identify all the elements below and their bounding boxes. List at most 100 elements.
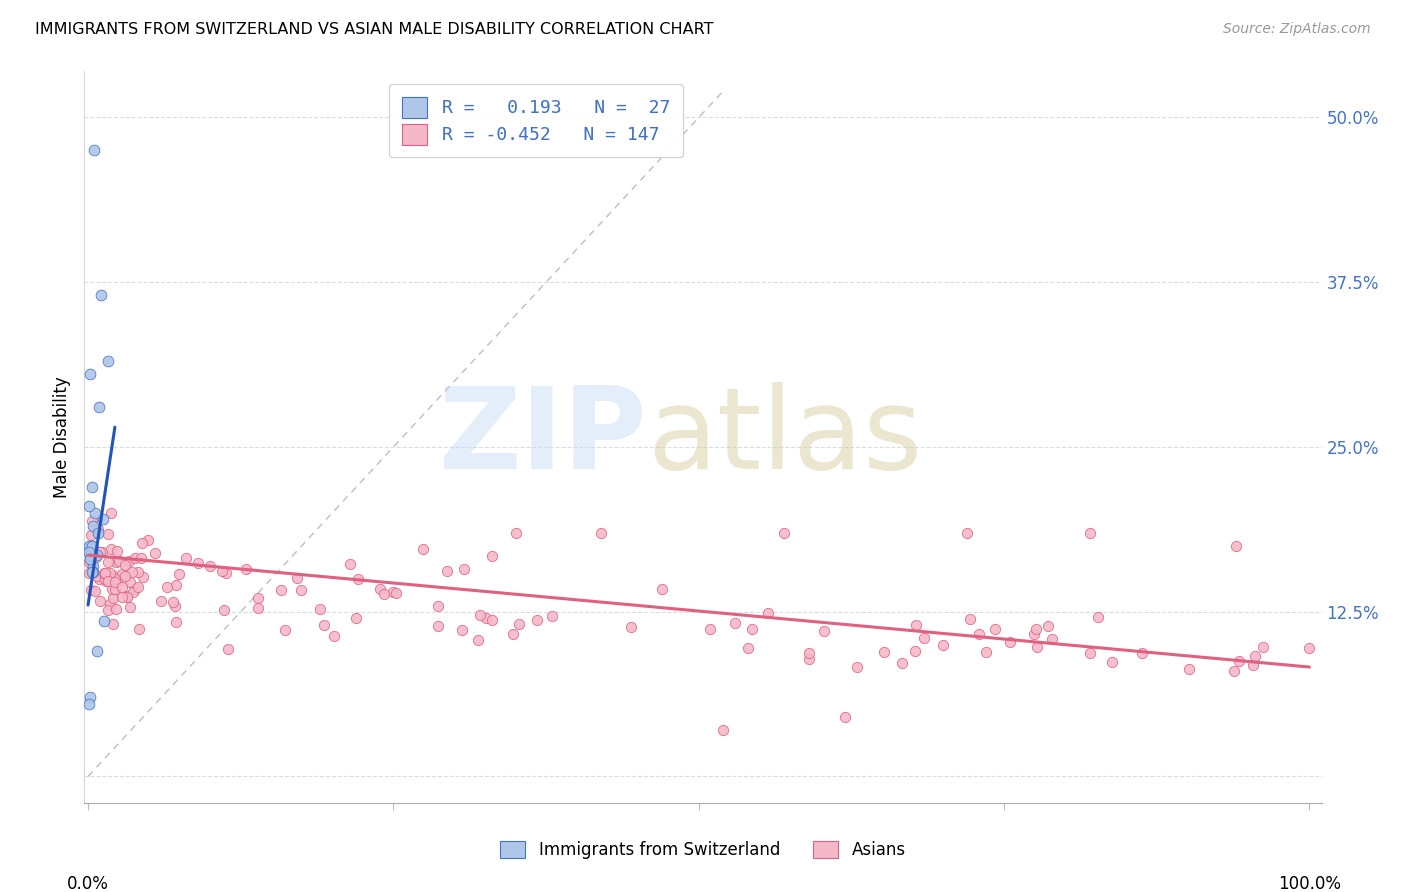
Point (174, 550, 197, 565)
Point (103, 617, 125, 632)
Point (77, 539, 100, 553)
Point (309, 602, 332, 616)
Point (427, 599, 450, 614)
Point (998, 635, 1021, 649)
Point (468, 608, 491, 623)
Point (79, 582, 101, 597)
Point (79, 552, 101, 566)
Point (904, 644, 927, 658)
Point (87, 525, 110, 540)
Point (1227, 654, 1250, 668)
Text: IMMIGRANTS FROM SWITZERLAND VS ASIAN MALE DISABILITY CORRELATION CHART: IMMIGRANTS FROM SWITZERLAND VS ASIAN MAL… (35, 22, 714, 37)
Point (131, 535, 153, 549)
Point (967, 627, 990, 641)
Point (87, 401, 110, 415)
Point (724, 616, 747, 631)
Point (526, 613, 548, 627)
Point (1025, 640, 1047, 655)
Point (150, 594, 173, 608)
Point (1132, 646, 1154, 660)
Point (834, 710, 856, 724)
Point (290, 582, 312, 597)
Point (79, 539, 101, 553)
Point (481, 613, 503, 627)
Text: ZIP: ZIP (439, 382, 647, 492)
Point (215, 566, 238, 580)
Point (1243, 648, 1265, 663)
Point (114, 558, 136, 572)
Point (1038, 619, 1060, 633)
Point (1243, 657, 1265, 672)
Point (105, 555, 128, 569)
Point (104, 573, 127, 587)
Point (82, 541, 104, 555)
Point (502, 627, 524, 641)
Point (741, 622, 763, 636)
Point (1078, 525, 1101, 540)
Point (211, 564, 233, 578)
Point (651, 582, 673, 596)
Point (699, 622, 721, 636)
Point (620, 620, 643, 634)
Point (127, 565, 149, 579)
Point (235, 562, 257, 576)
Point (117, 589, 139, 603)
Point (198, 559, 221, 574)
Point (1223, 664, 1246, 678)
Point (475, 611, 498, 625)
Point (91, 512, 114, 526)
Point (347, 572, 370, 586)
Point (89, 594, 111, 608)
Point (98, 597, 121, 611)
Point (101, 591, 124, 605)
Point (98, 566, 121, 580)
Point (813, 624, 835, 638)
Point (86, 569, 108, 583)
Point (83, 144, 105, 158)
Point (80, 528, 103, 542)
Point (1078, 646, 1101, 660)
Point (120, 600, 142, 615)
Point (285, 571, 308, 585)
Point (93, 566, 115, 580)
Point (80, 479, 103, 493)
Point (89, 544, 111, 558)
Legend: R =   0.193   N =  27, R = -0.452   N = 147: R = 0.193 N = 27, R = -0.452 N = 147 (389, 84, 683, 157)
Point (77, 555, 100, 569)
Point (89, 572, 111, 586)
Point (100, 506, 122, 520)
Point (104, 582, 127, 597)
Point (481, 549, 503, 563)
Point (93, 572, 115, 586)
Point (1225, 539, 1247, 553)
Point (167, 566, 190, 581)
Point (111, 580, 134, 594)
Point (246, 601, 269, 615)
Point (77, 566, 100, 581)
Point (101, 582, 124, 596)
Point (86, 548, 108, 562)
Point (82, 558, 104, 573)
Point (97, 603, 120, 617)
Point (128, 622, 150, 636)
Point (187, 556, 209, 570)
Point (756, 606, 779, 620)
Point (873, 645, 896, 659)
Point (77, 500, 100, 514)
Point (103, 569, 125, 583)
Y-axis label: Male Disability: Male Disability (53, 376, 72, 498)
Point (1251, 640, 1274, 654)
Point (797, 646, 820, 660)
Point (737, 641, 759, 656)
Point (1024, 626, 1046, 640)
Point (1025, 622, 1047, 636)
Point (505, 525, 527, 540)
Point (270, 583, 292, 598)
Point (508, 616, 530, 631)
Point (984, 622, 1007, 636)
Point (97, 527, 120, 541)
Point (956, 525, 979, 540)
Point (108, 554, 131, 568)
Point (105, 574, 128, 588)
Point (118, 574, 141, 589)
